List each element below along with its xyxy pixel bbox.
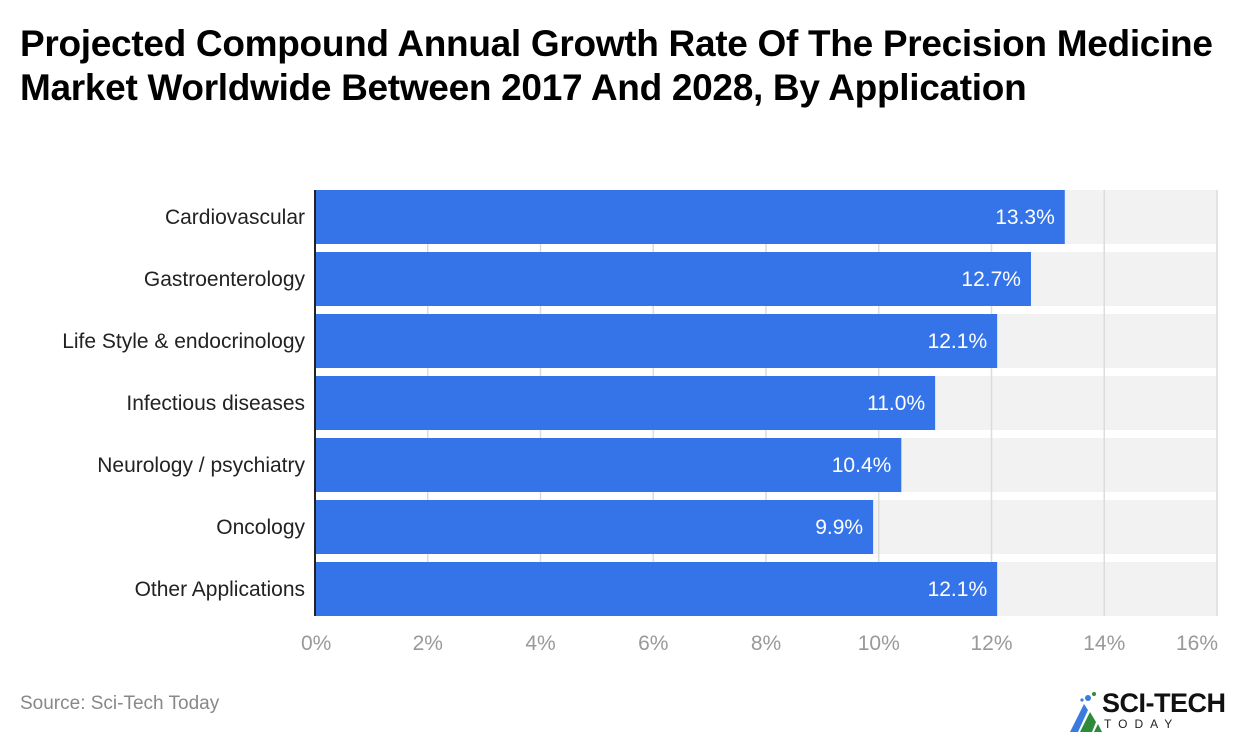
bar (315, 438, 902, 492)
logo-subtitle: TODAY (1104, 717, 1180, 731)
logo-name: SCI-TECH (1102, 688, 1226, 718)
x-tick-label: 8% (751, 632, 781, 655)
bar (315, 562, 998, 616)
bar (315, 500, 874, 554)
category-label: Gastroenterology (144, 268, 306, 291)
x-tick-label: 4% (525, 632, 555, 655)
bar (315, 314, 998, 368)
bar (315, 190, 1065, 244)
category-label: Infectious diseases (126, 392, 305, 415)
value-label: 12.1% (928, 330, 988, 353)
category-label: Life Style & endocrinology (62, 330, 305, 353)
sci-tech-logo: SCI-TECH TODAY (1068, 688, 1238, 734)
category-label: Cardiovascular (165, 206, 305, 229)
value-label: 9.9% (815, 516, 863, 539)
value-label: 13.3% (995, 206, 1055, 229)
x-tick-label: 2% (413, 632, 443, 655)
category-label: Neurology / psychiatry (97, 454, 305, 477)
x-tick-label: 0% (301, 632, 331, 655)
x-tick-label: 10% (858, 632, 900, 655)
x-tick-label: 12% (970, 632, 1012, 655)
value-label: 10.4% (832, 454, 892, 477)
bar (315, 376, 936, 430)
category-label: Other Applications (135, 578, 305, 601)
sci-tech-logo-icon (1070, 692, 1102, 732)
chart-title: Projected Compound Annual Growth Rate Of… (20, 23, 1213, 108)
bar (315, 252, 1031, 306)
source-note: Source: Sci-Tech Today (20, 693, 220, 714)
category-label: Oncology (216, 516, 305, 539)
x-tick-label: 14% (1083, 632, 1125, 655)
x-tick-label: 6% (638, 632, 668, 655)
x-tick-label: 16% (1176, 632, 1218, 655)
value-label: 11.0% (867, 392, 925, 415)
value-label: 12.1% (928, 578, 988, 601)
value-label: 12.7% (961, 268, 1021, 291)
